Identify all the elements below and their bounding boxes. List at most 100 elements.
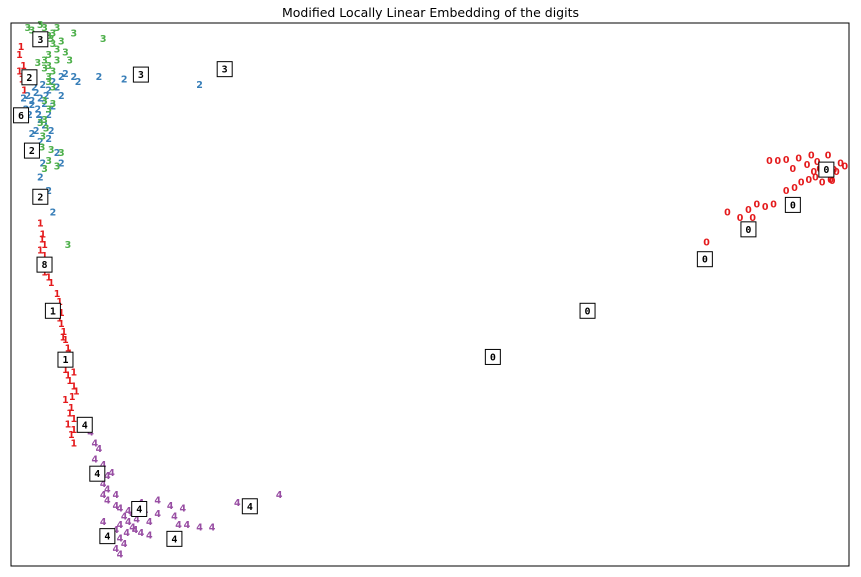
digit-point-0: 0 [825, 151, 832, 162]
digit-point-1: 1 [66, 376, 73, 387]
digit-point-0: 0 [829, 176, 836, 187]
digit-point-4: 4 [104, 495, 111, 506]
thumbnail-frame [32, 31, 49, 48]
thumbnail-frame [36, 256, 53, 273]
digit-point-1: 1 [45, 273, 52, 284]
digit-point-3: 3 [45, 156, 52, 167]
thumbnail-digit-glyph: 0 [702, 255, 708, 266]
digit-point-2: 2 [75, 77, 82, 88]
digit-point-2: 2 [45, 186, 52, 197]
digit-thumbnail: 2 [23, 142, 40, 159]
digit-thumbnail: 4 [76, 416, 93, 433]
digit-point-4: 4 [133, 514, 140, 525]
digit-point-0: 0 [703, 237, 710, 248]
thumbnail-digit-glyph: 4 [104, 532, 110, 543]
digit-point-3: 3 [48, 34, 55, 45]
digit-thumbnail: 0 [784, 196, 801, 213]
digit-point-2: 2 [20, 94, 27, 105]
digit-point-4: 4 [276, 490, 283, 501]
digit-point-3: 3 [58, 37, 65, 48]
digit-point-1: 1 [66, 408, 73, 419]
digit-point-2: 2 [41, 99, 48, 110]
thumbnail-digit-glyph: 4 [247, 502, 253, 513]
thumbnail-frame [579, 302, 596, 319]
digit-point-0: 0 [819, 178, 826, 189]
thumbnail-digit-glyph: 1 [62, 355, 68, 366]
digit-point-0: 0 [808, 151, 815, 162]
digit-point-0: 0 [812, 172, 819, 183]
thumbnail-frame [818, 161, 835, 178]
digit-point-3: 3 [65, 240, 72, 251]
thumbnail-digit-glyph: 4 [171, 534, 177, 545]
digit-point-4: 4 [167, 501, 174, 512]
digit-point-1: 1 [41, 267, 48, 278]
digit-point-4: 4 [112, 490, 119, 501]
digit-point-1: 1 [71, 414, 78, 425]
digit-point-1: 1 [20, 61, 27, 72]
digit-thumbnail: 4 [166, 530, 183, 547]
digit-point-0: 0 [766, 156, 773, 167]
digit-point-0: 0 [770, 199, 777, 210]
digit-point-2: 2 [33, 88, 40, 99]
digit-point-0: 0 [837, 159, 844, 170]
digit-point-2: 2 [40, 80, 47, 91]
digit-thumbnail: 0 [484, 348, 501, 365]
digit-point-1: 1 [16, 66, 23, 77]
digit-point-2: 2 [40, 159, 47, 170]
thumbnail-digit-glyph: 0 [490, 352, 496, 363]
digit-point-2: 2 [37, 137, 44, 148]
digit-point-1: 1 [71, 381, 78, 392]
digit-point-2: 2 [48, 126, 55, 137]
thumbnail-frame [784, 196, 801, 213]
digit-point-1: 1 [56, 313, 63, 324]
digit-point-4: 4 [146, 517, 153, 528]
chart-title: Modified Locally Linear Embedding of the… [282, 5, 579, 20]
digit-point-0: 0 [749, 213, 756, 224]
digit-point-0: 0 [783, 155, 790, 166]
digit-point-1: 1 [41, 240, 48, 251]
digit-point-4: 4 [100, 460, 107, 471]
digit-thumbnail: 4 [241, 498, 258, 515]
digit-point-1: 1 [41, 251, 48, 262]
digit-point-0: 0 [833, 167, 840, 178]
digit-point-4: 4 [112, 544, 119, 555]
digit-point-2: 2 [50, 102, 57, 113]
digit-point-1: 1 [71, 438, 78, 449]
digit-thumbnail: 3 [216, 61, 233, 78]
digit-point-4: 4 [209, 522, 216, 533]
thumbnail-frame [484, 348, 501, 365]
thumbnail-digit-glyph: 3 [138, 70, 144, 81]
digit-point-4: 4 [146, 531, 153, 542]
digit-point-0: 0 [783, 186, 790, 197]
plot-frame [10, 22, 850, 567]
digit-point-2: 2 [29, 96, 36, 107]
thumbnail-digit-glyph: 0 [790, 200, 796, 211]
digit-point-3: 3 [54, 56, 61, 67]
digit-point-4: 4 [123, 528, 130, 539]
digit-point-2: 2 [37, 94, 44, 105]
digit-point-4: 4 [100, 490, 107, 501]
digit-point-1: 1 [58, 319, 65, 330]
digit-point-2: 2 [58, 159, 65, 170]
digit-point-2: 2 [58, 91, 65, 102]
digit-point-0: 0 [724, 208, 731, 219]
digit-thumbnail: 0 [579, 302, 596, 319]
digit-thumbnail: 6 [13, 107, 30, 124]
digit-point-4: 4 [112, 501, 119, 512]
digit-point-2: 2 [29, 129, 36, 140]
digit-point-2: 2 [45, 134, 52, 145]
thumbnail-digit-glyph: 4 [94, 469, 100, 480]
digit-thumbnail: 1 [57, 351, 74, 368]
digit-point-3: 3 [39, 142, 46, 153]
digit-point-0: 0 [745, 205, 752, 216]
digit-thumbnail: 2 [21, 69, 38, 86]
digit-point-0: 0 [762, 202, 769, 213]
digit-point-3: 3 [66, 56, 73, 67]
thumbnail-frame [23, 142, 40, 159]
digit-point-4: 4 [196, 522, 203, 533]
digit-point-0: 0 [791, 183, 798, 194]
digit-point-2: 2 [58, 72, 65, 83]
digit-point-1: 1 [60, 327, 67, 338]
digit-point-1: 1 [62, 365, 69, 376]
